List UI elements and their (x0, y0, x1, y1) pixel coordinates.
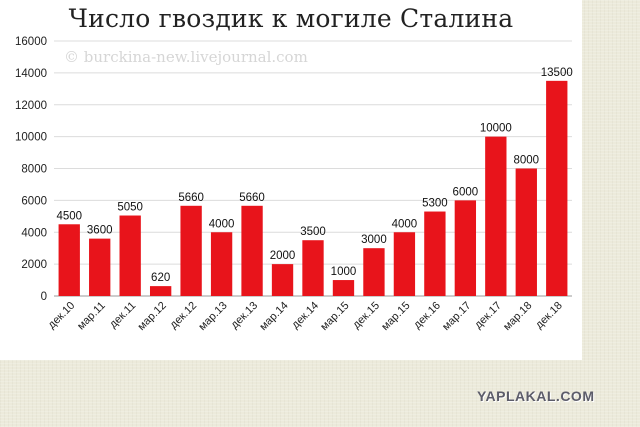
bar (454, 200, 477, 296)
data-label: 620 (151, 272, 170, 284)
data-label: 3500 (300, 226, 326, 238)
bar (271, 264, 294, 296)
bar (119, 215, 141, 296)
bar (332, 280, 355, 296)
category-label: мар.17 (440, 300, 473, 333)
data-label: 2000 (270, 250, 296, 262)
data-label: 3600 (87, 225, 113, 237)
category-label: дек.12 (168, 300, 200, 332)
data-label: 8000 (513, 155, 539, 167)
bar (149, 286, 172, 296)
category-label: дек.15 (350, 300, 382, 332)
category-label: мар.12 (135, 300, 168, 333)
data-label: 13500 (541, 67, 573, 79)
category-label: мар.18 (501, 300, 534, 333)
watermark-text: © burckina-new.livejournal.com (64, 48, 308, 66)
category-label: мар.13 (196, 300, 229, 333)
y-tick-label: 0 (41, 291, 47, 303)
data-label: 6000 (453, 186, 479, 198)
category-label: дек.16 (411, 300, 443, 332)
data-label: 4500 (56, 210, 82, 222)
data-label: 3000 (361, 234, 387, 246)
data-label: 10000 (480, 123, 512, 135)
y-tick-label: 6000 (21, 195, 47, 207)
category-label: дек.13 (229, 300, 261, 332)
bar (180, 205, 202, 296)
data-label: 5050 (117, 202, 143, 214)
bar (515, 168, 537, 296)
data-label: 4000 (392, 218, 418, 230)
y-tick-label: 4000 (21, 227, 47, 239)
y-tick-label: 8000 (21, 164, 47, 176)
category-label: мар.15 (379, 300, 412, 333)
bar (89, 238, 111, 296)
category-label: мар.14 (257, 300, 290, 333)
category-label: дек.10 (46, 300, 78, 332)
data-label: 5660 (178, 192, 204, 204)
y-tick-label: 12000 (15, 100, 47, 112)
category-label: мар.15 (318, 300, 351, 333)
data-label: 5300 (422, 198, 448, 210)
bar (424, 211, 446, 296)
bar-chart: 0 2000 4000 6000 8000 10000 12000 14000 16000 450… (15, 36, 573, 333)
bar (546, 80, 568, 296)
bar (241, 205, 263, 296)
category-label: дек.11 (107, 300, 138, 331)
bar (485, 136, 507, 296)
y-tick-label: 10000 (15, 132, 47, 144)
y-tick-label: 14000 (15, 68, 47, 80)
chart-card: Число гвоздик к могиле Сталина © burckin… (0, 0, 582, 360)
category-label: дек.17 (472, 300, 504, 332)
data-label: 4000 (209, 218, 235, 230)
category-label: мар.11 (75, 300, 108, 333)
data-label: 1000 (331, 266, 357, 278)
site-logo[interactable]: YAPLAKAL.COM (477, 388, 595, 404)
chart-title: Число гвоздик к могиле Сталина (68, 4, 514, 33)
category-label: дек.18 (533, 300, 565, 332)
category-label: дек.14 (290, 300, 322, 332)
bar (58, 224, 80, 296)
bar (210, 232, 233, 296)
data-label: 5660 (239, 192, 265, 204)
y-tick-label: 16000 (15, 36, 47, 48)
bar (363, 248, 385, 296)
bar (302, 240, 324, 296)
y-tick-label: 2000 (21, 259, 47, 271)
bar (393, 232, 416, 296)
